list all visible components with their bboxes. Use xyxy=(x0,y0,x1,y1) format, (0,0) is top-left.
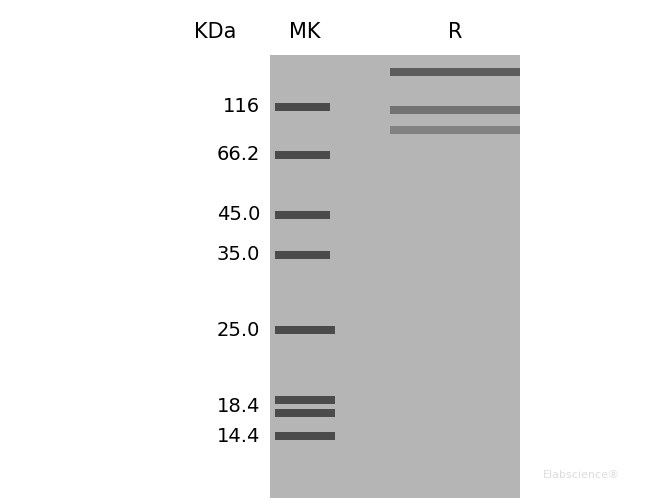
Text: 35.0: 35.0 xyxy=(216,246,260,264)
Bar xyxy=(275,409,335,417)
Text: 45.0: 45.0 xyxy=(216,206,260,225)
Text: 18.4: 18.4 xyxy=(216,396,260,415)
Bar xyxy=(275,396,335,404)
Text: 116: 116 xyxy=(223,98,260,116)
Text: 14.4: 14.4 xyxy=(216,426,260,446)
Bar xyxy=(275,326,335,334)
Bar xyxy=(390,126,520,134)
Text: R: R xyxy=(448,22,462,42)
Bar xyxy=(275,103,330,111)
Text: MK: MK xyxy=(289,22,321,42)
Bar xyxy=(275,151,330,159)
Bar xyxy=(275,251,330,259)
Bar xyxy=(270,55,520,498)
Bar xyxy=(390,106,520,114)
Bar xyxy=(390,68,520,76)
Text: 25.0: 25.0 xyxy=(216,320,260,340)
Bar xyxy=(275,432,335,440)
Bar xyxy=(275,211,330,219)
Text: Elabscience®: Elabscience® xyxy=(543,470,620,480)
Text: KDa: KDa xyxy=(194,22,237,42)
Text: 66.2: 66.2 xyxy=(216,146,260,165)
